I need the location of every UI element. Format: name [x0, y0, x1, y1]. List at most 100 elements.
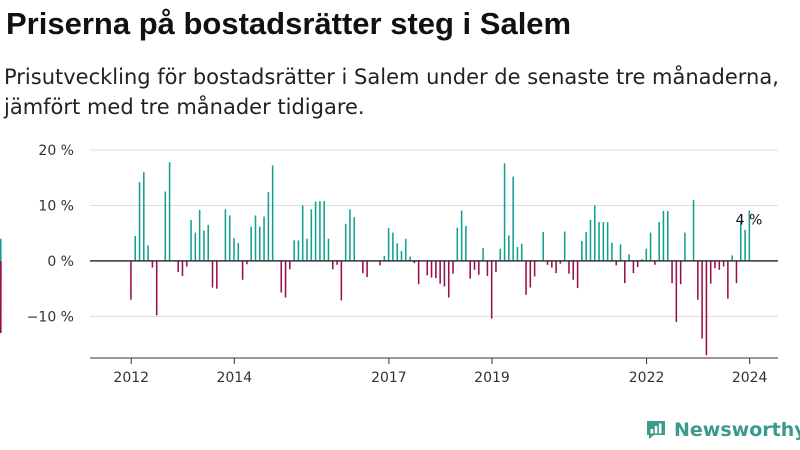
bar	[602, 222, 605, 261]
bar	[143, 172, 145, 261]
bar	[679, 260, 682, 285]
y-tick-label: −10 %	[27, 309, 74, 325]
bar	[645, 248, 648, 261]
bar	[0, 260, 2, 306]
bar	[151, 260, 154, 268]
bar	[271, 165, 274, 261]
bar	[293, 240, 295, 261]
bar	[542, 232, 544, 261]
bar	[392, 232, 394, 261]
bar	[362, 260, 364, 274]
bar	[722, 260, 725, 267]
bar	[469, 260, 471, 279]
bar	[409, 256, 411, 261]
bar	[177, 260, 179, 273]
bar	[417, 260, 420, 285]
bar	[727, 260, 729, 299]
bar-chart-logo-icon	[647, 421, 665, 439]
bar	[233, 238, 235, 261]
bar	[332, 260, 334, 270]
bar	[572, 260, 575, 280]
bar	[508, 235, 510, 261]
last-value-annotation: 4 %	[736, 213, 763, 229]
bar	[130, 260, 132, 300]
bar	[615, 260, 618, 266]
bar	[452, 260, 454, 274]
bar	[611, 242, 613, 261]
bar	[714, 260, 716, 269]
bar	[568, 260, 570, 274]
bar	[533, 260, 536, 277]
bar	[310, 209, 313, 261]
bar	[555, 260, 557, 274]
bar	[649, 232, 652, 261]
bar	[301, 205, 304, 261]
bar	[551, 260, 553, 268]
bar	[366, 260, 368, 278]
bar	[314, 201, 317, 261]
x-tick-label: 2022	[629, 370, 665, 386]
bar	[185, 260, 188, 267]
bar	[473, 260, 476, 270]
bar	[289, 260, 291, 270]
bar	[671, 260, 673, 284]
bar	[430, 260, 433, 278]
x-tick-label: 2012	[113, 370, 149, 386]
bar	[306, 238, 308, 261]
bar	[319, 201, 321, 261]
bar	[598, 222, 600, 261]
bar	[280, 260, 283, 293]
bar	[203, 230, 205, 261]
bar	[383, 255, 386, 261]
chart-title: Priserna på bostadsrätter steg i Salem	[6, 6, 572, 41]
bar	[224, 209, 227, 261]
bar	[258, 226, 261, 261]
bar	[619, 244, 622, 261]
bar	[336, 260, 338, 265]
bar	[581, 240, 583, 261]
bar	[164, 191, 167, 261]
bar	[636, 260, 639, 268]
bar	[731, 255, 733, 261]
bar	[211, 260, 214, 288]
bar	[323, 201, 325, 261]
bar	[134, 235, 136, 261]
bar	[263, 216, 265, 261]
bar	[559, 260, 562, 264]
bar	[739, 222, 742, 261]
bar	[168, 162, 171, 261]
bar	[250, 226, 252, 261]
y-tick-label: 20 %	[38, 143, 74, 159]
bar	[413, 260, 416, 264]
bar	[396, 243, 398, 261]
bar	[147, 245, 149, 261]
bar-chart: 20 % 10 % 0 % −10 % 2012 2014 2017 2019 2022 2024…	[0, 143, 778, 386]
bar	[546, 260, 549, 265]
bar	[353, 217, 356, 261]
bar	[297, 240, 300, 261]
bar	[254, 215, 257, 261]
bar	[482, 248, 484, 261]
bar	[267, 192, 270, 261]
bar	[525, 260, 527, 295]
newsworthy-brand: Newsworthy	[644, 418, 800, 442]
bar	[478, 260, 480, 275]
bar	[701, 260, 703, 339]
bar	[589, 219, 592, 261]
bar	[387, 228, 390, 261]
bar	[181, 260, 184, 276]
bar	[228, 215, 231, 261]
bar	[138, 182, 141, 261]
bar	[344, 223, 347, 261]
bar	[460, 210, 463, 261]
brand-name: Newsworthy	[674, 419, 800, 441]
bar	[490, 260, 493, 319]
bar	[503, 163, 506, 261]
bar	[404, 238, 407, 261]
bar	[593, 205, 596, 261]
bar	[499, 248, 502, 261]
bar	[447, 260, 450, 298]
bar	[520, 243, 523, 261]
bar	[529, 260, 532, 288]
x-tick-label: 2019	[474, 370, 510, 386]
